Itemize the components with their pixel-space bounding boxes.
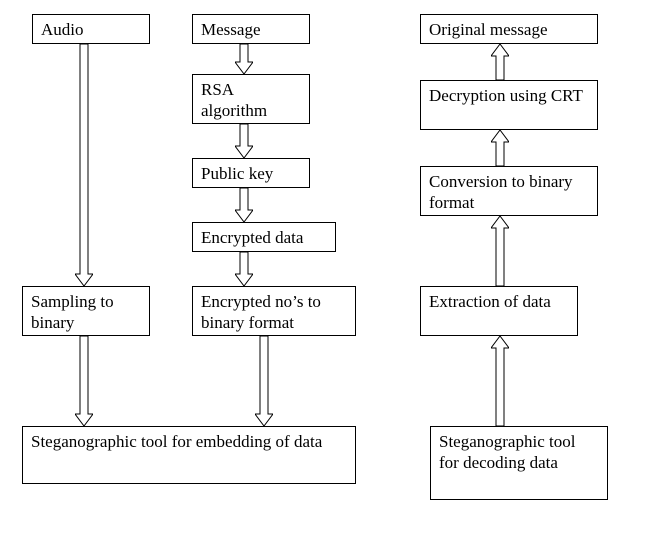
node-original-label: Original message <box>429 19 548 40</box>
node-conversion-label: Conversion to binary format <box>429 171 589 214</box>
arrow-encbin-embed <box>255 336 273 426</box>
arrow-extraction-conv <box>491 216 509 286</box>
node-sampling: Sampling to binary <box>22 286 150 336</box>
node-decrypt-label: Decryption using CRT <box>429 85 583 106</box>
node-decode-label: Steganographic tool for decoding data <box>439 431 599 474</box>
node-message-label: Message <box>201 19 260 40</box>
arrow-conversion-decrypt <box>491 130 509 166</box>
node-decode: Steganographic tool for decoding data <box>430 426 608 500</box>
node-conversion: Conversion to binary format <box>420 166 598 216</box>
arrow-audio-sampling <box>75 44 93 286</box>
node-sampling-label: Sampling to binary <box>31 291 141 334</box>
node-message: Message <box>192 14 310 44</box>
node-encdata-label: Encrypted data <box>201 227 303 248</box>
node-pubkey: Public key <box>192 158 310 188</box>
node-pubkey-label: Public key <box>201 163 273 184</box>
arrow-sampling-embed <box>75 336 93 426</box>
node-audio-label: Audio <box>41 19 84 40</box>
arrow-rsa-pubkey <box>235 124 253 158</box>
node-encbin: Encrypted no’s to binary format <box>192 286 356 336</box>
node-rsa: RSA algorithm <box>192 74 310 124</box>
node-original: Original message <box>420 14 598 44</box>
arrow-decode-extraction <box>491 336 509 426</box>
node-embed-label: Steganographic tool for embedding of dat… <box>31 431 322 452</box>
node-embed: Steganographic tool for embedding of dat… <box>22 426 356 484</box>
node-decrypt: Decryption using CRT <box>420 80 598 130</box>
node-extraction-label: Extraction of data <box>429 291 551 312</box>
arrow-message-rsa <box>235 44 253 74</box>
node-extraction: Extraction of data <box>420 286 578 336</box>
arrow-pubkey-encdata <box>235 188 253 222</box>
node-encbin-label: Encrypted no’s to binary format <box>201 291 347 334</box>
node-rsa-label: RSA algorithm <box>201 79 301 122</box>
node-encdata: Encrypted data <box>192 222 336 252</box>
node-audio: Audio <box>32 14 150 44</box>
arrow-decrypt-original <box>491 44 509 80</box>
arrow-encdata-encbin <box>235 252 253 286</box>
